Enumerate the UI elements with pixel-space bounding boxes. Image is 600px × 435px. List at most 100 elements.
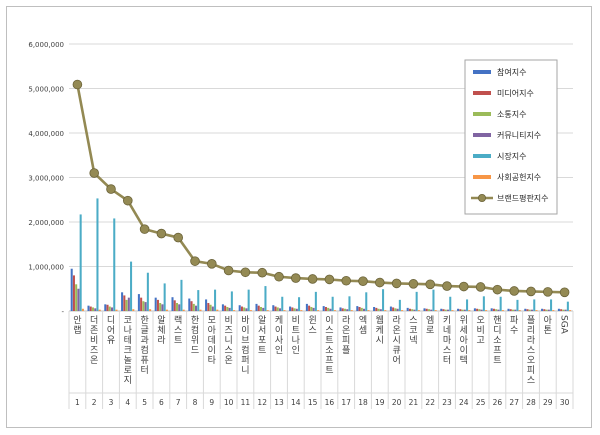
bar (425, 308, 428, 311)
bar (310, 306, 313, 311)
bar (180, 279, 183, 311)
rank-label: 30 (560, 398, 570, 407)
bar (478, 309, 481, 311)
bar (526, 309, 529, 311)
legend-label: 사회공헌지수 (497, 173, 541, 182)
bar (459, 309, 462, 311)
bar (379, 309, 382, 311)
bar (507, 308, 510, 311)
bar (144, 302, 147, 311)
legend-label: 미디어지수 (497, 88, 534, 98)
y-tick-label: - (61, 308, 64, 316)
bar (125, 299, 128, 311)
bar (81, 308, 84, 311)
chart-frame: - 1,000,000 2,000,000 3,000,000 4,000,000 5,0… (6, 6, 592, 428)
rank-label: 20 (392, 398, 402, 407)
bar (190, 301, 193, 311)
bar (444, 309, 447, 311)
bar (264, 286, 267, 311)
bar (545, 309, 548, 311)
rank-label: 24 (459, 398, 469, 407)
bar (175, 302, 178, 311)
bar (365, 292, 368, 311)
bar (509, 309, 512, 311)
line-point (408, 279, 419, 289)
bar (197, 290, 200, 311)
bar (411, 309, 414, 311)
bar (314, 291, 317, 311)
rank-label: 1 (75, 398, 80, 407)
bar (245, 308, 248, 311)
rank-label: 4 (125, 398, 130, 407)
bar (121, 292, 124, 311)
bar (367, 310, 370, 311)
bar (171, 297, 174, 311)
rank-label: 14 (291, 398, 301, 407)
bar (291, 307, 294, 311)
bar (221, 304, 224, 311)
bar (91, 307, 94, 311)
bar (247, 289, 250, 311)
bar (293, 308, 296, 311)
bar (547, 309, 550, 311)
bar (463, 309, 466, 311)
bar (343, 308, 346, 311)
bar (417, 310, 420, 311)
bar (146, 272, 149, 311)
y-tick-label: 1,000,000 (28, 264, 64, 272)
bar (358, 306, 361, 311)
bar (89, 306, 92, 311)
rank-label: 5 (142, 398, 147, 407)
line-point (207, 259, 217, 269)
line-point (307, 274, 318, 284)
bar (312, 307, 315, 311)
bar (569, 310, 572, 311)
rank-label: 28 (526, 398, 536, 407)
bar (300, 310, 303, 311)
bar (541, 308, 544, 311)
bar (108, 306, 111, 311)
bar (346, 309, 349, 311)
line-point (139, 224, 150, 234)
bar (560, 309, 563, 311)
bar (228, 307, 231, 311)
bar (482, 296, 485, 311)
bar (274, 306, 277, 311)
bar (423, 308, 426, 311)
bar (233, 310, 236, 311)
bar (473, 308, 476, 311)
bar (161, 304, 164, 311)
legend-swatch (473, 133, 491, 137)
bar (533, 299, 536, 311)
bar (224, 305, 227, 311)
bar (382, 289, 385, 311)
rank-label: 25 (476, 398, 486, 407)
bar (163, 283, 166, 311)
bar (173, 300, 176, 311)
rank-label: 11 (241, 398, 251, 407)
bar (449, 296, 452, 311)
bar (104, 304, 107, 311)
line-point (257, 267, 268, 278)
bar (480, 309, 483, 311)
bar (178, 304, 181, 311)
bar (413, 309, 416, 311)
line-point (190, 256, 200, 266)
y-tick-label: 6,000,000 (28, 41, 64, 49)
bar (396, 308, 399, 311)
bar (156, 299, 159, 311)
bar (70, 268, 73, 311)
bar (106, 304, 109, 311)
bar (295, 308, 298, 311)
line-point (526, 286, 536, 297)
